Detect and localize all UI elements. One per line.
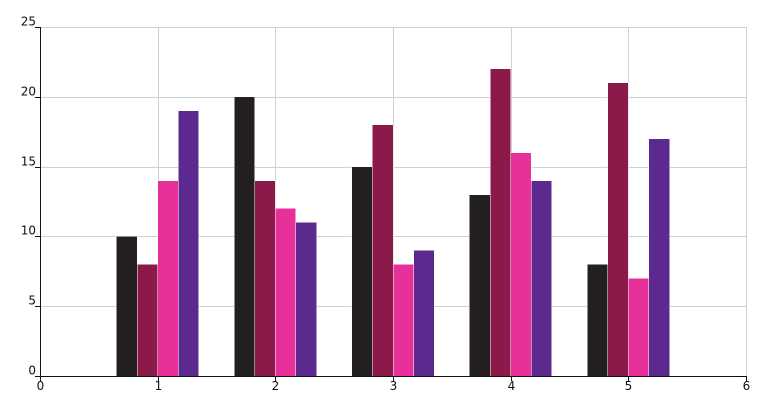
bar-series-3-x-5 xyxy=(628,278,650,377)
y-tick-label: 5 xyxy=(28,294,36,308)
x-tick-label: 6 xyxy=(743,379,751,393)
bar-series-1-x-3 xyxy=(351,166,373,377)
bar-series-4-x-3 xyxy=(413,250,435,377)
bar-series-1-x-4 xyxy=(469,194,491,377)
bar-series-3-x-1 xyxy=(157,180,179,377)
y-axis-ticks: 0 5 10 15 20 25 xyxy=(21,15,40,378)
y-tick-label: 25 xyxy=(21,15,36,29)
bar-series-2-x-5 xyxy=(607,82,629,377)
y-tick-label: 15 xyxy=(21,155,36,169)
y-tick-label: 10 xyxy=(21,224,36,238)
bar-series-2-x-1 xyxy=(136,264,158,377)
bar-series-1-x-2 xyxy=(233,96,255,377)
bar-series-4-x-1 xyxy=(178,110,200,377)
bar-series-4-x-2 xyxy=(295,222,317,377)
y-tick-label: 0 xyxy=(28,364,36,378)
bar-series-3-x-4 xyxy=(510,152,532,377)
bar-series-4-x-5 xyxy=(648,138,670,377)
bar-series-4-x-4 xyxy=(531,180,553,377)
bars xyxy=(116,68,670,377)
x-tick-label: 5 xyxy=(625,379,633,393)
bar-series-2-x-4 xyxy=(489,68,511,377)
x-tick-label: 2 xyxy=(272,379,280,393)
bar-series-1-x-5 xyxy=(586,264,608,377)
bar-series-1-x-1 xyxy=(116,236,138,377)
bar-series-2-x-2 xyxy=(254,180,276,377)
x-axis-ticks: 0 1 2 3 4 5 6 xyxy=(37,376,751,393)
y-tick-label: 20 xyxy=(21,85,36,99)
bar-series-3-x-3 xyxy=(392,264,414,377)
x-tick-label: 0 xyxy=(37,379,45,393)
x-tick-label: 3 xyxy=(390,379,398,393)
bar-series-3-x-2 xyxy=(275,208,297,377)
x-tick-label: 4 xyxy=(508,379,516,393)
bar-series-2-x-3 xyxy=(372,124,394,377)
x-tick-label: 1 xyxy=(155,379,163,393)
